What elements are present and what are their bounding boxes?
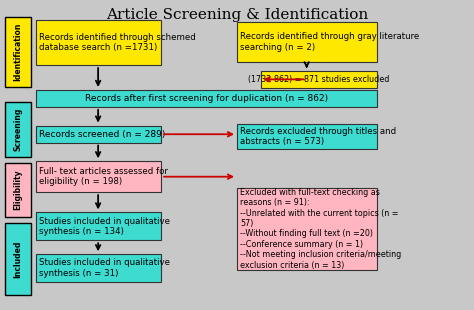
Text: Eligibility: Eligibility [13,170,22,210]
Text: Records after first screening for duplication (n = 862): Records after first screening for duplic… [85,94,328,103]
Bar [237,188,377,270]
Bar [5,223,31,294]
Bar [5,163,31,217]
Bar [237,124,377,149]
Bar [36,212,161,240]
Text: Records identified through gray literature
searching (n = 2): Records identified through gray literatu… [240,32,419,51]
Text: Full- text articles assessed for
eligibility (n = 198): Full- text articles assessed for eligibi… [39,167,168,186]
Text: Screening: Screening [13,108,22,151]
Bar [36,126,161,143]
Text: Identification: Identification [13,23,22,81]
Bar [5,17,31,87]
Bar [261,71,377,88]
Bar [237,22,377,62]
Bar [36,20,161,65]
Bar [36,161,161,192]
Text: Studies included in qualitative
synthesis (n = 134): Studies included in qualitative synthesi… [39,217,170,236]
Text: (1733-862) = 871 studies excluded: (1733-862) = 871 studies excluded [248,75,389,84]
Text: Included: Included [13,240,22,277]
Text: Excluded with full-text checking as
reasons (n = 91):
--Unrelated with the curre: Excluded with full-text checking as reas… [240,188,401,269]
Bar [5,102,31,157]
Text: Records identified through schemed
database search (n =1731): Records identified through schemed datab… [39,33,196,52]
Text: Records screened (n = 289): Records screened (n = 289) [39,130,165,139]
Bar [36,254,161,282]
Text: Records excluded through titles and
abstracts (n = 573): Records excluded through titles and abst… [240,127,396,146]
Text: Article Screening & Identification: Article Screening & Identification [106,8,368,22]
Text: Studies included in qualitative
synthesis (n = 31): Studies included in qualitative synthesi… [39,259,170,278]
Bar [36,90,377,107]
